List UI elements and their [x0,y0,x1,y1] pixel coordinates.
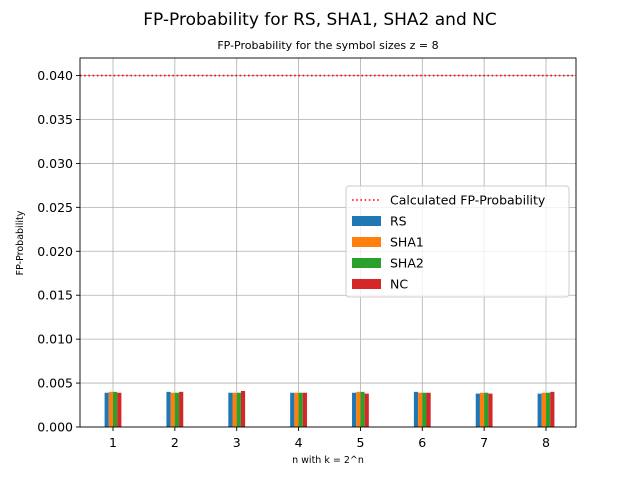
legend-swatch-rs [352,216,381,226]
bar-rs [166,391,171,427]
bar-nc [302,392,307,427]
bar-nc [364,393,369,427]
legend-reference-label: Calculated FP-Probability [390,193,546,208]
chart-subtitle: FP-Probability for the symbol sizes z = … [217,39,438,52]
bar-sha1 [418,392,423,427]
x-tick-label: 7 [480,435,488,450]
y-tick-label: 0.000 [37,420,73,435]
y-tick-label: 0.040 [37,68,73,83]
y-tick-label: 0.025 [37,200,73,215]
legend-swatch-sha2 [352,258,381,268]
plot-area: 0.000 0.005 0.010 0.015 0.020 0.025 0.030 0.035… [37,57,577,450]
legend-swatch-nc [352,279,381,289]
bar-sha1 [479,392,485,427]
x-tick-label: 5 [356,435,364,450]
bar-rs [104,392,109,427]
bar-nc [240,390,246,427]
legend-label-sha1: SHA1 [390,235,424,250]
bar-nc [179,391,184,427]
bar-nc [117,392,122,427]
bar-nc [426,392,431,427]
bar-nc [488,393,493,427]
x-tick-label: 2 [171,435,179,450]
bar-sha2 [484,392,489,427]
bar-rs [537,393,542,427]
x-tick-label: 1 [109,435,117,450]
y-axis-label: FP-Probability [15,210,26,275]
legend: Calculated FP-Probability RS SHA1 SHA2 NC [345,185,570,298]
y-tick-label: 0.015 [37,288,73,303]
bar-sha2 [360,391,365,427]
legend-label-rs: RS [390,214,407,229]
x-tick-label: 4 [295,435,303,450]
y-tick-label: 0.010 [37,332,73,347]
y-tick-label: 0.030 [37,156,73,171]
bar-rs [290,392,295,427]
chart-title: FP-Probability for RS, SHA1, SHA2 and NC [143,10,496,30]
x-tick-label: 8 [542,435,550,450]
bar-sha1 [108,391,113,427]
legend-box [345,185,570,298]
y-tick-label: 0.005 [37,376,73,391]
bar-sha2 [113,391,118,427]
x-tick-label: 6 [418,435,426,450]
bar-sha2 [298,392,303,427]
bar-rs [352,392,357,427]
bar-sha2 [546,392,551,427]
x-axis-label: n with k = 2^n [292,455,364,466]
bar-nc [550,391,555,427]
y-tick-label: 0.035 [37,112,73,127]
bar-rs [413,391,419,427]
bar-rs [228,392,233,427]
bar-sha2 [236,392,241,427]
legend-label-nc: NC [390,277,408,292]
legend-label-sha2: SHA2 [390,256,424,271]
x-tick-label: 3 [233,435,241,450]
bar-sha1 [170,392,175,427]
bar-rs [475,393,480,427]
bar-sha1 [232,392,237,427]
bar-sha2 [174,392,180,427]
legend-swatch-sha1 [352,237,381,247]
bar-sha1 [294,392,299,427]
bar-sha2 [422,392,427,427]
bar-sha1 [541,392,546,427]
axes-frame [79,57,577,428]
bar-sha1 [356,391,361,427]
y-tick-label: 0.020 [37,244,73,259]
